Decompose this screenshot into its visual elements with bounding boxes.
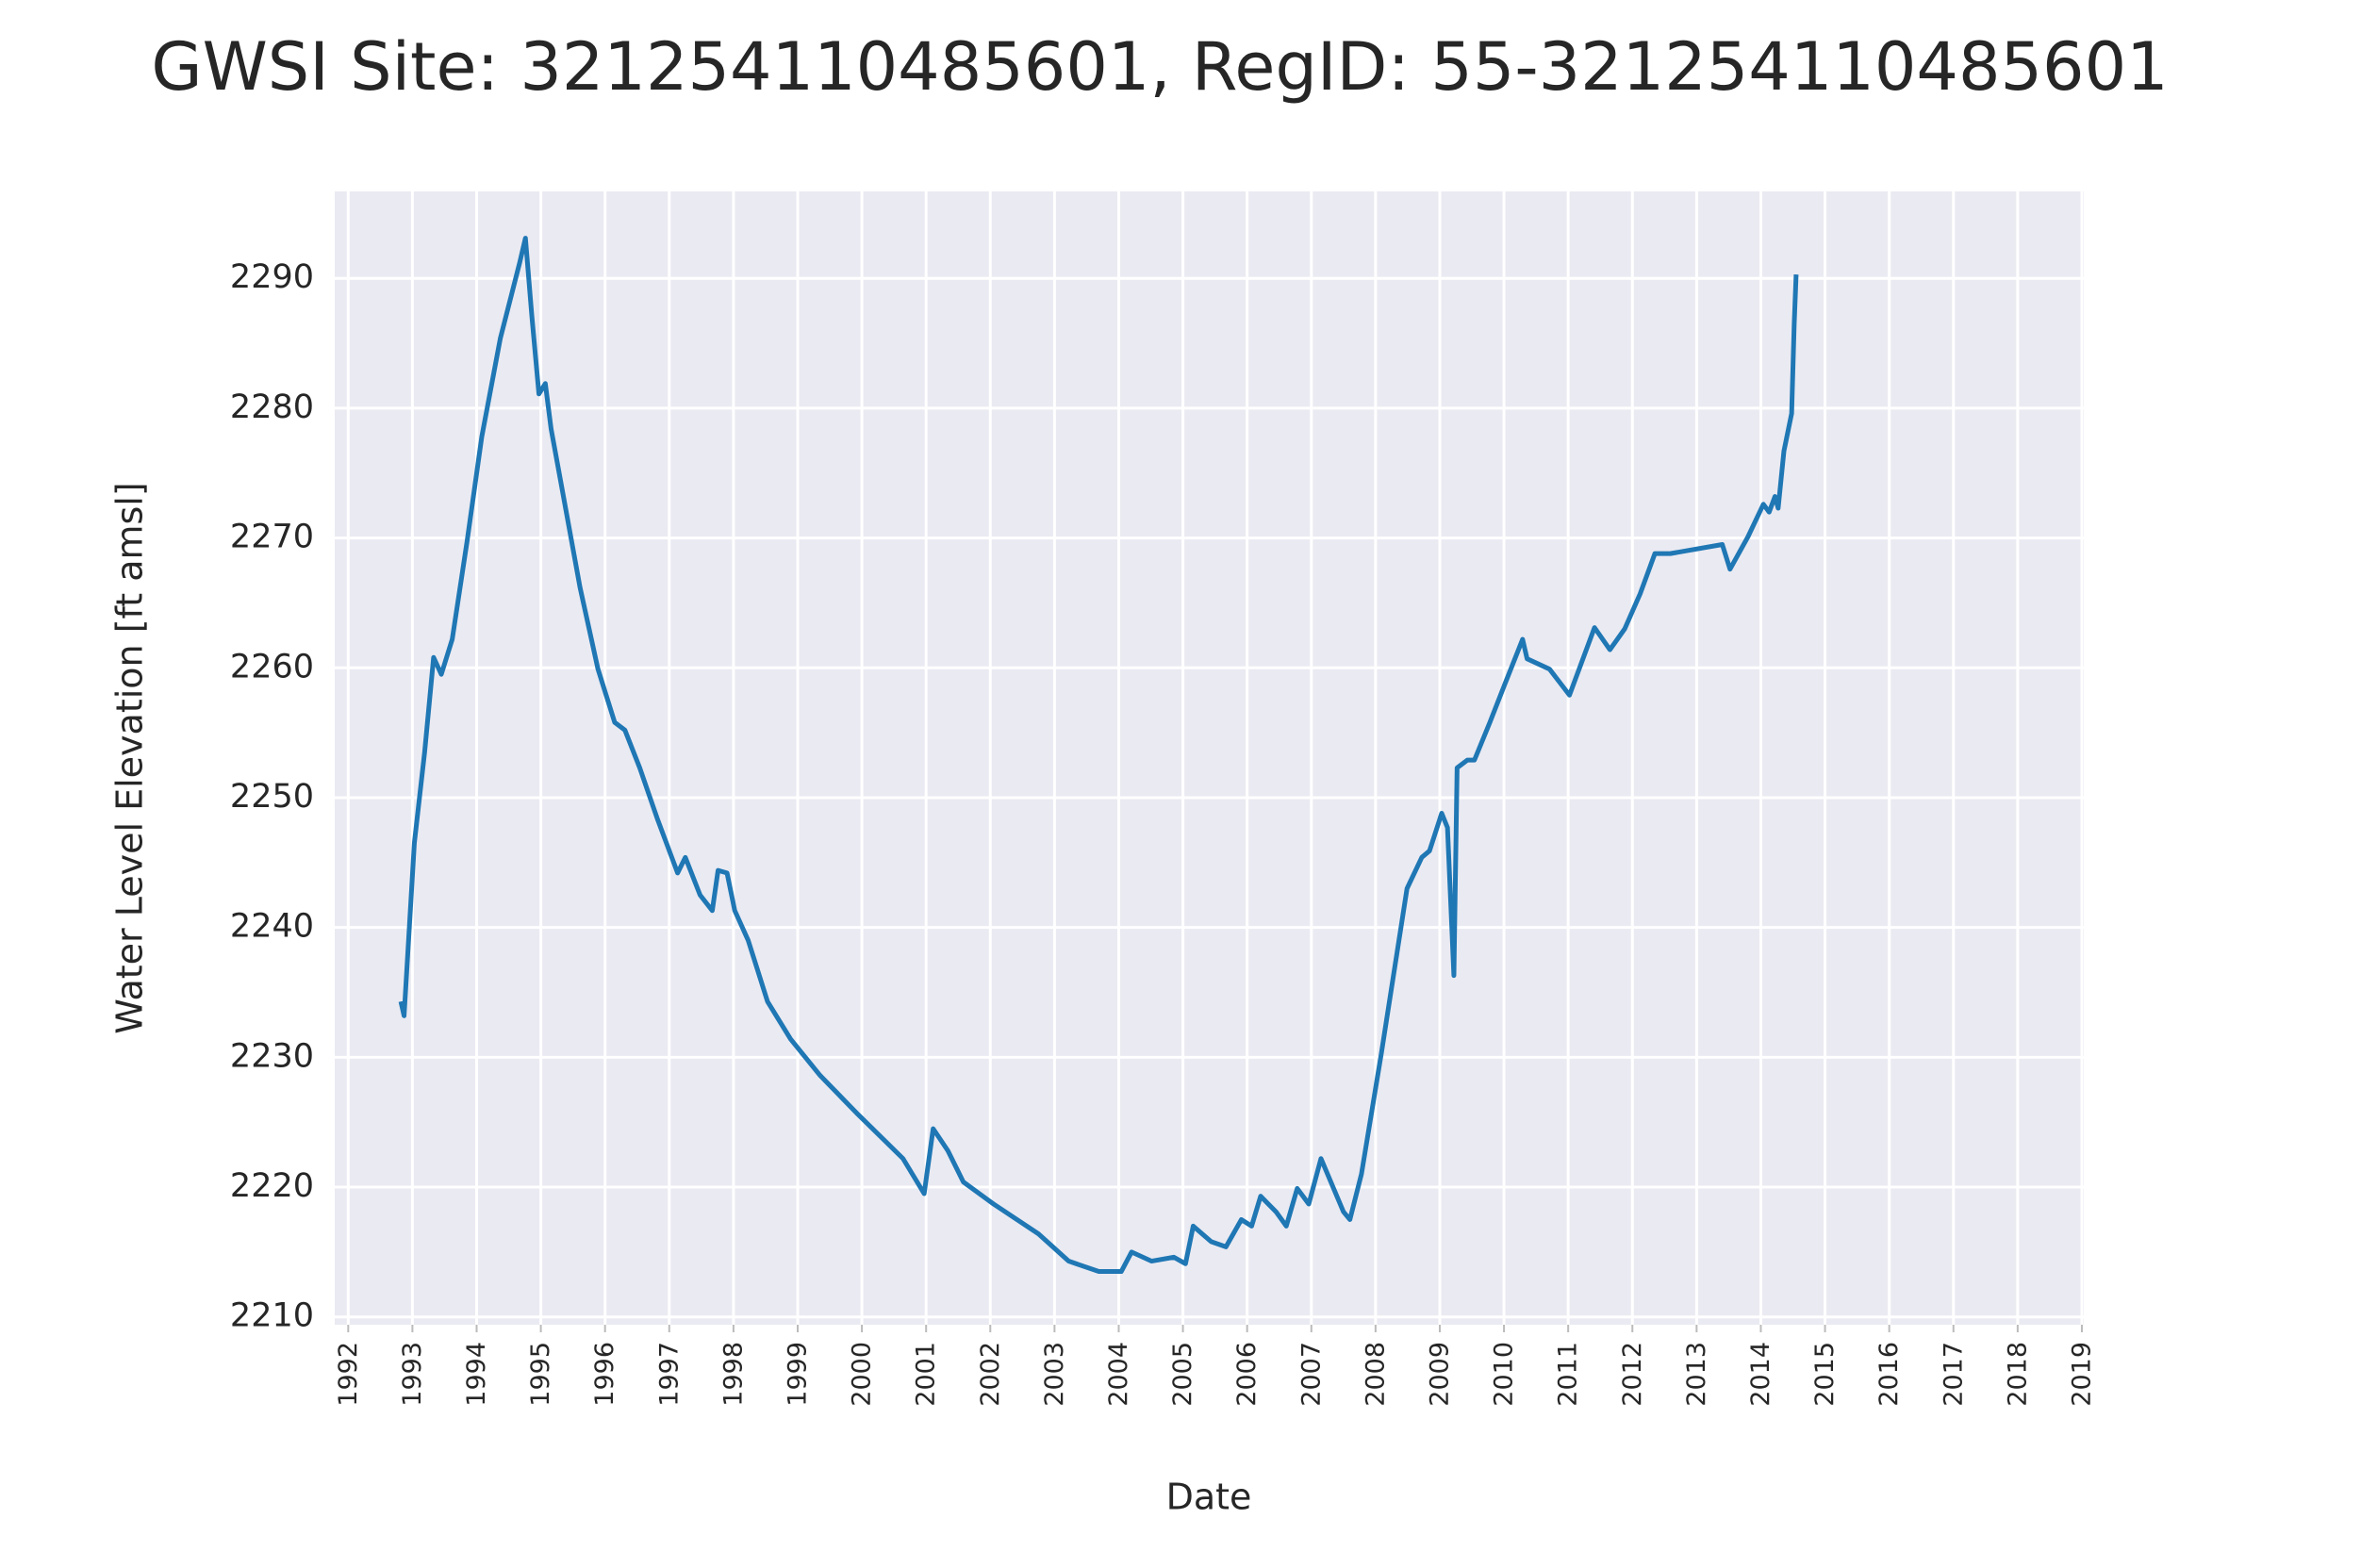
- y-tick-label: 2260: [230, 648, 314, 685]
- x-tick-label: 2011: [1554, 1342, 1583, 1407]
- y-tick-label: 2220: [230, 1167, 314, 1205]
- x-tick-label: 2000: [848, 1342, 877, 1407]
- x-tick-label: 1995: [526, 1342, 555, 1407]
- y-tick-label: 2230: [230, 1037, 314, 1075]
- x-tick-label: 2007: [1296, 1342, 1326, 1407]
- x-tick-label: 2016: [1874, 1342, 1904, 1407]
- x-tick-label: 2004: [1104, 1342, 1133, 1407]
- x-tick-label: 1996: [590, 1342, 619, 1407]
- y-tick-label: 2270: [230, 519, 314, 556]
- x-tick-label: 2013: [1682, 1342, 1711, 1407]
- x-tick-label: 1997: [654, 1342, 684, 1407]
- x-tick-label: 1993: [398, 1342, 427, 1407]
- x-tick-label: 2009: [1425, 1342, 1454, 1407]
- x-tick-label: 2017: [1939, 1342, 1968, 1407]
- x-tick-label: 1998: [718, 1342, 748, 1407]
- x-tick-label: 2002: [976, 1342, 1005, 1407]
- y-tick-label: 2290: [230, 258, 314, 296]
- x-tick-label: 1994: [462, 1342, 491, 1407]
- x-tick-label: 2018: [2003, 1342, 2032, 1407]
- x-tick-label: 2008: [1361, 1342, 1390, 1407]
- y-tick-label: 2250: [230, 778, 314, 816]
- x-tick-label: 2010: [1490, 1342, 1519, 1407]
- x-tick-label: 2005: [1168, 1342, 1197, 1407]
- x-tick-label: 1999: [783, 1342, 812, 1407]
- x-tick-label: 2001: [912, 1342, 941, 1407]
- x-tick-label: 2019: [2067, 1342, 2096, 1407]
- x-axis-label: Date: [1166, 1477, 1252, 1518]
- data-line: [398, 236, 1799, 1275]
- x-tick-label: 2015: [1810, 1342, 1840, 1407]
- y-axis-label: Water Level Elevation [ft amsl]: [109, 482, 151, 1033]
- x-tick-label: 2014: [1746, 1342, 1775, 1407]
- x-tick-label: 2006: [1232, 1342, 1262, 1407]
- x-tick-label: 2012: [1618, 1342, 1647, 1407]
- y-tick-label: 2280: [230, 388, 314, 426]
- x-tick-label: 2003: [1040, 1342, 1069, 1407]
- chart-title: GWSI Site: 321254110485601, RegID: 55-32…: [151, 28, 2168, 106]
- plot-background: [335, 191, 2084, 1325]
- y-tick-label: 2240: [230, 908, 314, 946]
- y-tick-label: 2210: [230, 1297, 314, 1335]
- x-tick-label: 1992: [334, 1342, 363, 1407]
